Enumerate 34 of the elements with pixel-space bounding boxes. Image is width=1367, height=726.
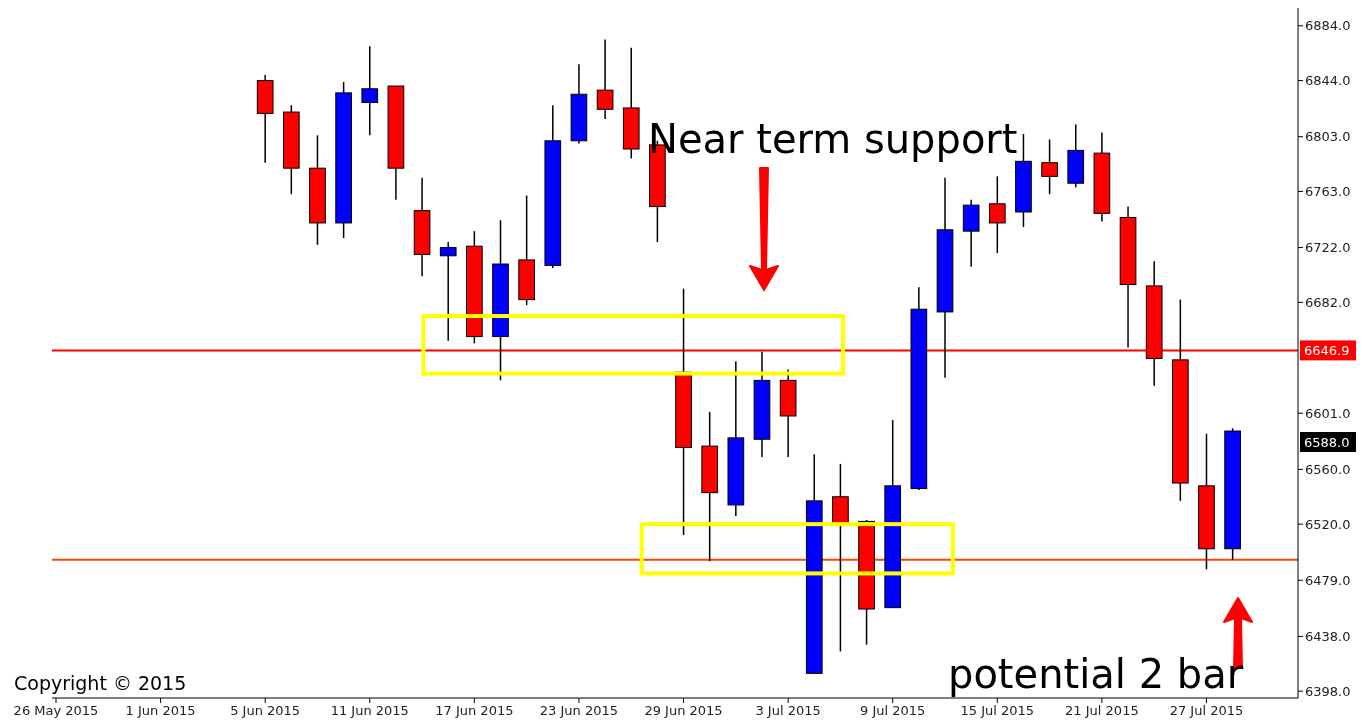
candlestick xyxy=(1041,138,1058,195)
x-tick-label: 5 Jun 2015 xyxy=(230,703,301,718)
annotation: Copyright © 2015 xyxy=(14,672,187,694)
x-tick-label: 15 Jul 2015 xyxy=(960,703,1035,718)
text: 6588.0 xyxy=(1304,434,1350,450)
x-tick-label: 11 Jun 2015 xyxy=(330,703,409,718)
x-tick-label: 1 Jun 2015 xyxy=(125,703,196,718)
x-tick-label: 21 Jul 2015 xyxy=(1065,703,1139,718)
y-tick-label: 6520.0 xyxy=(1305,516,1351,532)
annotation: potential 2 bar xyxy=(948,651,1244,697)
x-tick-label: 27 Jul 2015 xyxy=(1169,703,1244,718)
x-tick-label: 9 Jul 2015 xyxy=(860,703,926,718)
x-tick-label: 17 Jun 2015 xyxy=(435,703,514,718)
candlestick xyxy=(439,241,457,342)
x-tick-label: 29 Jun 2015 xyxy=(644,703,723,718)
candlestick xyxy=(988,175,1006,254)
x-tick-label: 26 May 2015 xyxy=(13,703,99,718)
y-tick-label: 6398.0 xyxy=(1305,683,1351,699)
y-tick-label: 6763.0 xyxy=(1305,184,1351,199)
x-tick-label: 3 Jul 2015 xyxy=(755,703,821,718)
candlestick xyxy=(361,45,379,137)
y-tick-label: 6560.0 xyxy=(1305,461,1351,477)
y-tick-label: 6438.0 xyxy=(1305,628,1351,644)
y-tick-label: 6844.0 xyxy=(1305,73,1351,89)
y-tick-label: 6682.0 xyxy=(1305,294,1351,310)
y-tick-label: 6479.0 xyxy=(1305,572,1351,588)
y-tick-label: 6803.0 xyxy=(1305,129,1351,145)
x-tick-label: 23 Jun 2015 xyxy=(539,703,619,718)
ref-line-label: 6646.9 xyxy=(1304,342,1350,358)
y-tick-label: 6722.0 xyxy=(1305,240,1351,256)
y-tick-label: 6601.0 xyxy=(1305,405,1351,421)
annotation: Near term support xyxy=(648,116,1018,162)
y-tick-label: 6884.0 xyxy=(1305,18,1351,34)
candlestick xyxy=(596,38,614,120)
